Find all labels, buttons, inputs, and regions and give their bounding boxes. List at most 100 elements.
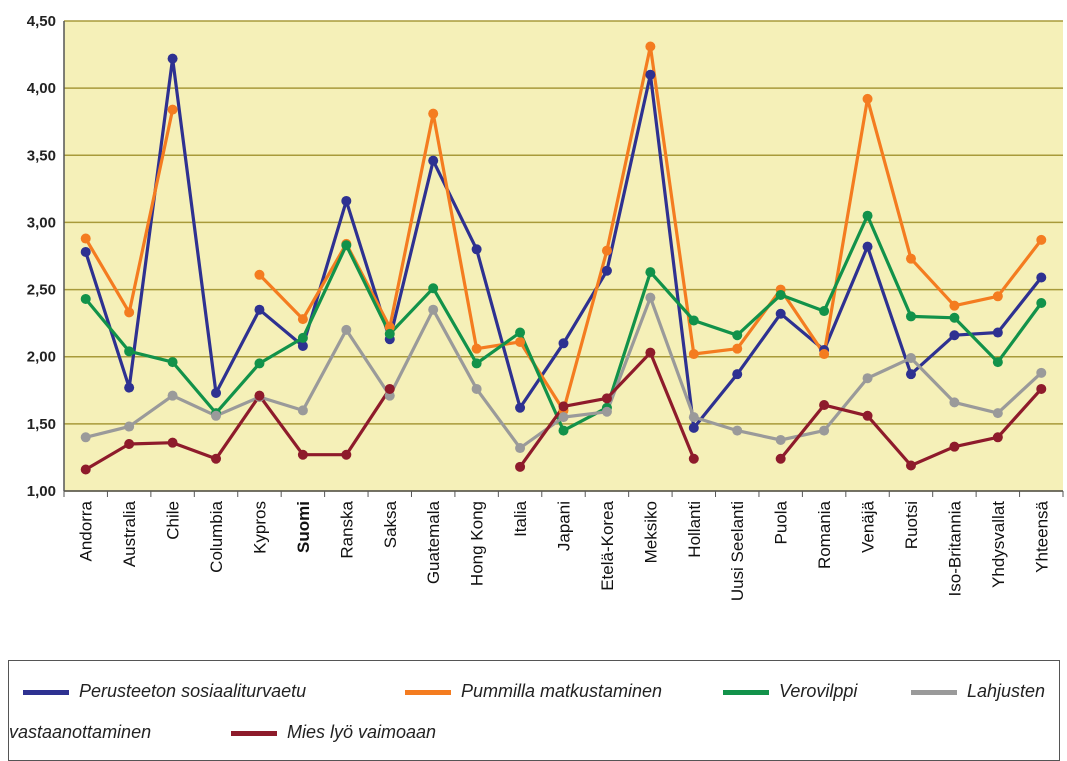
legend-label: vastaanottaminen (9, 722, 152, 742)
data-point (167, 437, 178, 448)
data-point (601, 406, 612, 417)
x-tick-label: Australia (120, 500, 139, 567)
data-point (732, 369, 743, 380)
data-point (862, 241, 873, 252)
data-point (992, 357, 1003, 368)
data-point (471, 358, 482, 369)
data-point (688, 315, 699, 326)
data-point (297, 449, 308, 460)
y-axis-ticks: 1,00 1,50 2,00 2,50 3,00 3,50 4,00 4,50 (27, 13, 56, 500)
y-tick-label: 2,00 (27, 349, 56, 366)
data-point (645, 267, 656, 278)
data-point (992, 327, 1003, 338)
data-point (428, 283, 439, 294)
data-point (297, 405, 308, 416)
data-point (297, 314, 308, 325)
data-point (515, 402, 526, 413)
data-point (124, 382, 135, 393)
x-tick-label: Etelä-Korea (598, 500, 617, 590)
data-point (515, 327, 526, 338)
x-tick-label: Chile (164, 501, 183, 540)
data-point (949, 330, 960, 341)
x-tick-label: Hollanti (685, 501, 704, 558)
data-point (515, 461, 526, 472)
data-point (862, 373, 873, 384)
data-point (341, 449, 352, 460)
x-tick-label: Uusi Seelanti (728, 501, 747, 601)
x-tick-label: Columbia (207, 500, 226, 572)
x-tick-label: Ruotsi (902, 501, 921, 549)
data-point (297, 340, 308, 351)
data-point (992, 408, 1003, 419)
data-point (211, 453, 222, 464)
data-point (515, 336, 526, 347)
data-point (254, 269, 265, 280)
legend-label: Verovilppi (779, 681, 858, 701)
data-point (645, 41, 656, 52)
data-point (428, 155, 439, 166)
data-point (992, 432, 1003, 443)
data-point (862, 410, 873, 421)
legend-label: Pummilla matkustaminen (461, 681, 663, 701)
data-point (645, 69, 656, 80)
data-point (732, 330, 743, 341)
data-point (905, 460, 916, 471)
data-point (80, 233, 91, 244)
legend-swatch (231, 730, 277, 736)
data-point (775, 434, 786, 445)
data-point (775, 453, 786, 464)
y-tick-label: 1,50 (27, 416, 56, 433)
x-tick-label: Suomi (294, 501, 313, 553)
y-tick-label: 2,50 (27, 282, 56, 299)
x-tick-label: Yhteensä (1032, 500, 1051, 572)
data-point (471, 383, 482, 394)
data-point (341, 240, 352, 251)
data-point (167, 53, 178, 64)
data-point (688, 453, 699, 464)
x-tick-label: Iso-Britannia (945, 500, 964, 596)
data-point (558, 412, 569, 423)
data-point (124, 307, 135, 318)
data-point (341, 324, 352, 335)
y-tick-label: 4,50 (27, 13, 56, 30)
data-point (862, 93, 873, 104)
x-tick-label: Venäjä (859, 500, 878, 553)
x-tick-label: Yhdysvallat (989, 501, 1008, 588)
data-point (558, 425, 569, 436)
data-point (211, 410, 222, 421)
data-point (558, 338, 569, 349)
data-point (1036, 234, 1047, 245)
data-point (775, 308, 786, 319)
data-point (167, 104, 178, 115)
data-point (428, 108, 439, 119)
series-points (80, 41, 1047, 475)
y-tick-label: 1,00 (27, 483, 56, 500)
data-point (688, 422, 699, 433)
data-point (384, 328, 395, 339)
data-point (905, 369, 916, 380)
data-point (775, 289, 786, 300)
x-tick-label: Italia (511, 500, 530, 536)
data-point (1036, 383, 1047, 394)
data-point (341, 195, 352, 206)
data-point (905, 253, 916, 264)
x-tick-label: Romania (815, 500, 834, 569)
data-point (428, 304, 439, 315)
data-point (124, 421, 135, 432)
data-point (819, 306, 830, 317)
data-point (80, 464, 91, 475)
data-point (819, 425, 830, 436)
y-tick-label: 3,00 (27, 214, 56, 231)
legend-swatch (23, 689, 69, 695)
x-axis-ticks: Andorra Australia Chile Columbia Kypros Suomi… (63, 491, 1064, 601)
data-point (471, 343, 482, 354)
x-tick-label: Hong Kong (468, 501, 487, 586)
data-point (124, 439, 135, 449)
x-tick-label: Japani (555, 501, 574, 551)
x-tick-label: Andorra (77, 500, 96, 561)
data-point (297, 332, 308, 343)
data-point (732, 425, 743, 436)
legend-swatch (405, 689, 451, 695)
data-point (905, 353, 916, 364)
data-point (601, 265, 612, 276)
